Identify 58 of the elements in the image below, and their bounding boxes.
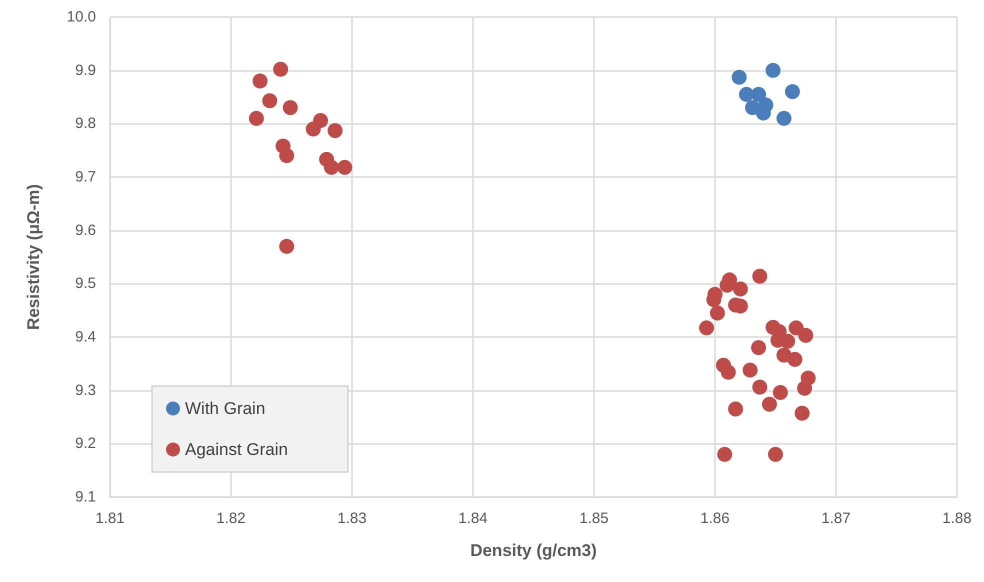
point <box>780 334 796 349</box>
point <box>751 340 766 356</box>
point <box>798 328 814 343</box>
y-tick-label: 10.0 <box>66 8 96 26</box>
point <box>752 380 768 395</box>
y-tick-label: 9.5 <box>75 275 96 292</box>
legend-label: Against Grain <box>185 440 288 459</box>
point <box>328 123 343 138</box>
point <box>728 402 744 416</box>
point <box>337 160 352 175</box>
y-tick-label: 9.8 <box>75 115 96 132</box>
point <box>282 100 298 116</box>
point <box>248 110 264 126</box>
point <box>306 122 321 136</box>
point <box>262 93 278 108</box>
point <box>252 74 268 88</box>
point <box>710 306 725 320</box>
point <box>699 320 714 336</box>
point <box>732 70 747 85</box>
x-tick-label: 1.85 <box>579 510 609 527</box>
point <box>797 380 812 396</box>
point <box>784 84 800 100</box>
point <box>794 406 810 421</box>
point <box>742 362 758 378</box>
point <box>720 364 736 380</box>
y-tick-label: 9.6 <box>75 222 96 239</box>
y-tick-label: 9.7 <box>75 168 96 186</box>
point <box>788 320 804 336</box>
x-tick-label: 1.82 <box>216 510 246 527</box>
point <box>279 238 294 254</box>
y-tick-label: 9.9 <box>75 62 96 79</box>
point <box>772 384 788 400</box>
point <box>752 268 768 284</box>
point <box>768 446 783 462</box>
point <box>762 396 777 412</box>
x-tick-label: 1.81 <box>95 510 125 527</box>
y-tick-label: 9.3 <box>75 382 96 399</box>
x-tick-label: 1.84 <box>458 510 488 527</box>
point <box>324 160 339 175</box>
legend-label: With Grain <box>185 399 266 418</box>
point <box>732 282 748 296</box>
point <box>720 278 735 293</box>
point <box>273 62 288 77</box>
point <box>766 62 781 78</box>
y-tick-label: 9.1 <box>75 488 96 506</box>
x-tick-label: 1.83 <box>337 510 367 527</box>
point <box>717 446 732 462</box>
point <box>751 86 766 102</box>
x-tick-label: 1.87 <box>821 510 851 527</box>
y-tick-label: 9.2 <box>75 435 96 452</box>
point <box>279 148 294 164</box>
x-tick-label: 1.88 <box>942 510 972 527</box>
x-axis-title: Density (g/cm3) <box>470 541 597 560</box>
y-axis-title: Resistivity (μΩ-m) <box>24 184 43 330</box>
point <box>787 352 802 367</box>
y-tick-label: 9.4 <box>75 328 96 346</box>
point <box>776 110 792 126</box>
x-tick-label: 1.86 <box>700 510 730 527</box>
